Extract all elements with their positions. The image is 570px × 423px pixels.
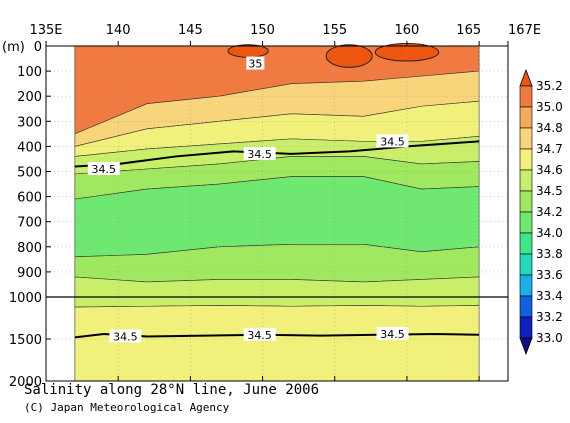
high-salinity-core-0 [325,44,373,68]
colorbar-label-6: 34.2 [536,205,563,219]
colorbar-label-3: 34.7 [536,142,563,156]
y-tick-label-5: 500 [17,166,42,181]
x-axis: 135E 140 145 150 155 160 165 167E [29,23,541,381]
colorbar: 35.2 35.0 34.8 34.7 34.6 34.5 34.2 34.0 33.8 33.6… [519,68,563,356]
x-tick-label-2: 145 [178,23,203,38]
colorbar-label-11: 33.2 [536,310,563,324]
colorbar-label-2: 34.8 [536,121,563,135]
colorbar-swatch-11 [519,295,533,318]
colorbar-swatch-5 [519,169,533,192]
y-tick-label-4: 400 [17,140,42,155]
colorbar-cap-top [519,68,533,87]
x-tick-label-4: 155 [322,23,347,38]
chart-title: Salinity along 28°N line, June 2006 [24,382,320,398]
contour-label-bg-6 [376,326,409,340]
plot-frame [45,45,509,382]
x-tick-label-1: 140 [106,23,131,38]
contour-label-0: 35 [248,58,262,71]
colorbar-cap-bottom [519,337,533,356]
x-tick-label-5: 160 [395,23,420,38]
colorbar-swatch-3 [519,127,533,150]
colorbar-label-5: 34.5 [536,184,563,198]
colorbar-label-1: 35.0 [536,100,563,114]
colorbar-swatch-6 [519,190,533,213]
salinity-band-lower-0 [74,296,480,308]
contour-label-bg-5 [243,327,276,341]
y-tick-label-6: 600 [17,191,42,206]
colorbar-swatch-2 [519,106,533,129]
contour-label-bg-0 [246,56,265,70]
contour-label-1: 34.5 [247,148,272,161]
y-tick-label-8: 800 [17,241,42,256]
chart-credit: (C) Japan Meteorological Agency [24,401,230,414]
contour-label-bg-3 [87,161,120,175]
y-tick-label-1: 100 [17,65,42,80]
contour-label-bg-2 [376,134,409,148]
y-tick-label-0: 0 [34,40,42,55]
colorbar-swatch-12 [519,316,533,339]
colorbar-label-4: 34.6 [536,163,563,177]
colorbar-label-12: 33.0 [536,331,563,345]
colorbar-label-0: 35.2 [536,79,563,93]
y-tick-label-9: 900 [17,266,42,281]
contour-label-3: 34.5 [92,163,117,176]
colorbar-swatch-8 [519,232,533,255]
contour-labels: 35 34.5 34.5 34.5 34.5 34.5 34.5 [87,56,409,343]
y-tick-label-7: 700 [17,216,42,231]
plot-area [45,42,509,382]
contour-label-bg-1 [243,146,276,160]
y-axis: (m) 0 100 200 300 400 500 600 700 800 900 1000 1500 2… [2,40,51,390]
contour-label-6: 34.5 [380,328,405,341]
contour-label-5: 34.5 [247,329,272,342]
x-tick-label-7: 167E [508,23,541,38]
lower-section [74,296,480,382]
y-tick-lower-label-0: 1500 [9,333,42,348]
y-tick-lower-label-1: 2000 [9,375,42,390]
contour-label-4: 34.5 [113,330,138,343]
x-tick-label-3: 150 [250,23,275,38]
y-unit-label: (m) [2,40,25,55]
contour-label-bg-4 [109,329,142,343]
colorbar-label-10: 33.4 [536,289,563,303]
contour-label-2: 34.5 [380,135,405,148]
colorbar-label-9: 33.6 [536,268,563,282]
colorbar-swatch-9 [519,253,533,276]
y-tick-label-3: 300 [17,115,42,130]
colorbar-swatch-4 [519,148,533,171]
x-tick-label-0: 135E [29,23,62,38]
y-tick-label-10: 1000 [9,291,42,306]
colorbar-label-8: 33.8 [536,247,563,261]
colorbar-label-7: 34.0 [536,226,563,240]
y-tick-label-2: 200 [17,90,42,105]
colorbar-swatch-7 [519,211,533,234]
colorbar-swatch-10 [519,274,533,297]
high-salinity-core-2 [227,44,269,58]
colorbar-swatch-1 [519,85,533,108]
x-tick-label-6: 165 [456,23,481,38]
